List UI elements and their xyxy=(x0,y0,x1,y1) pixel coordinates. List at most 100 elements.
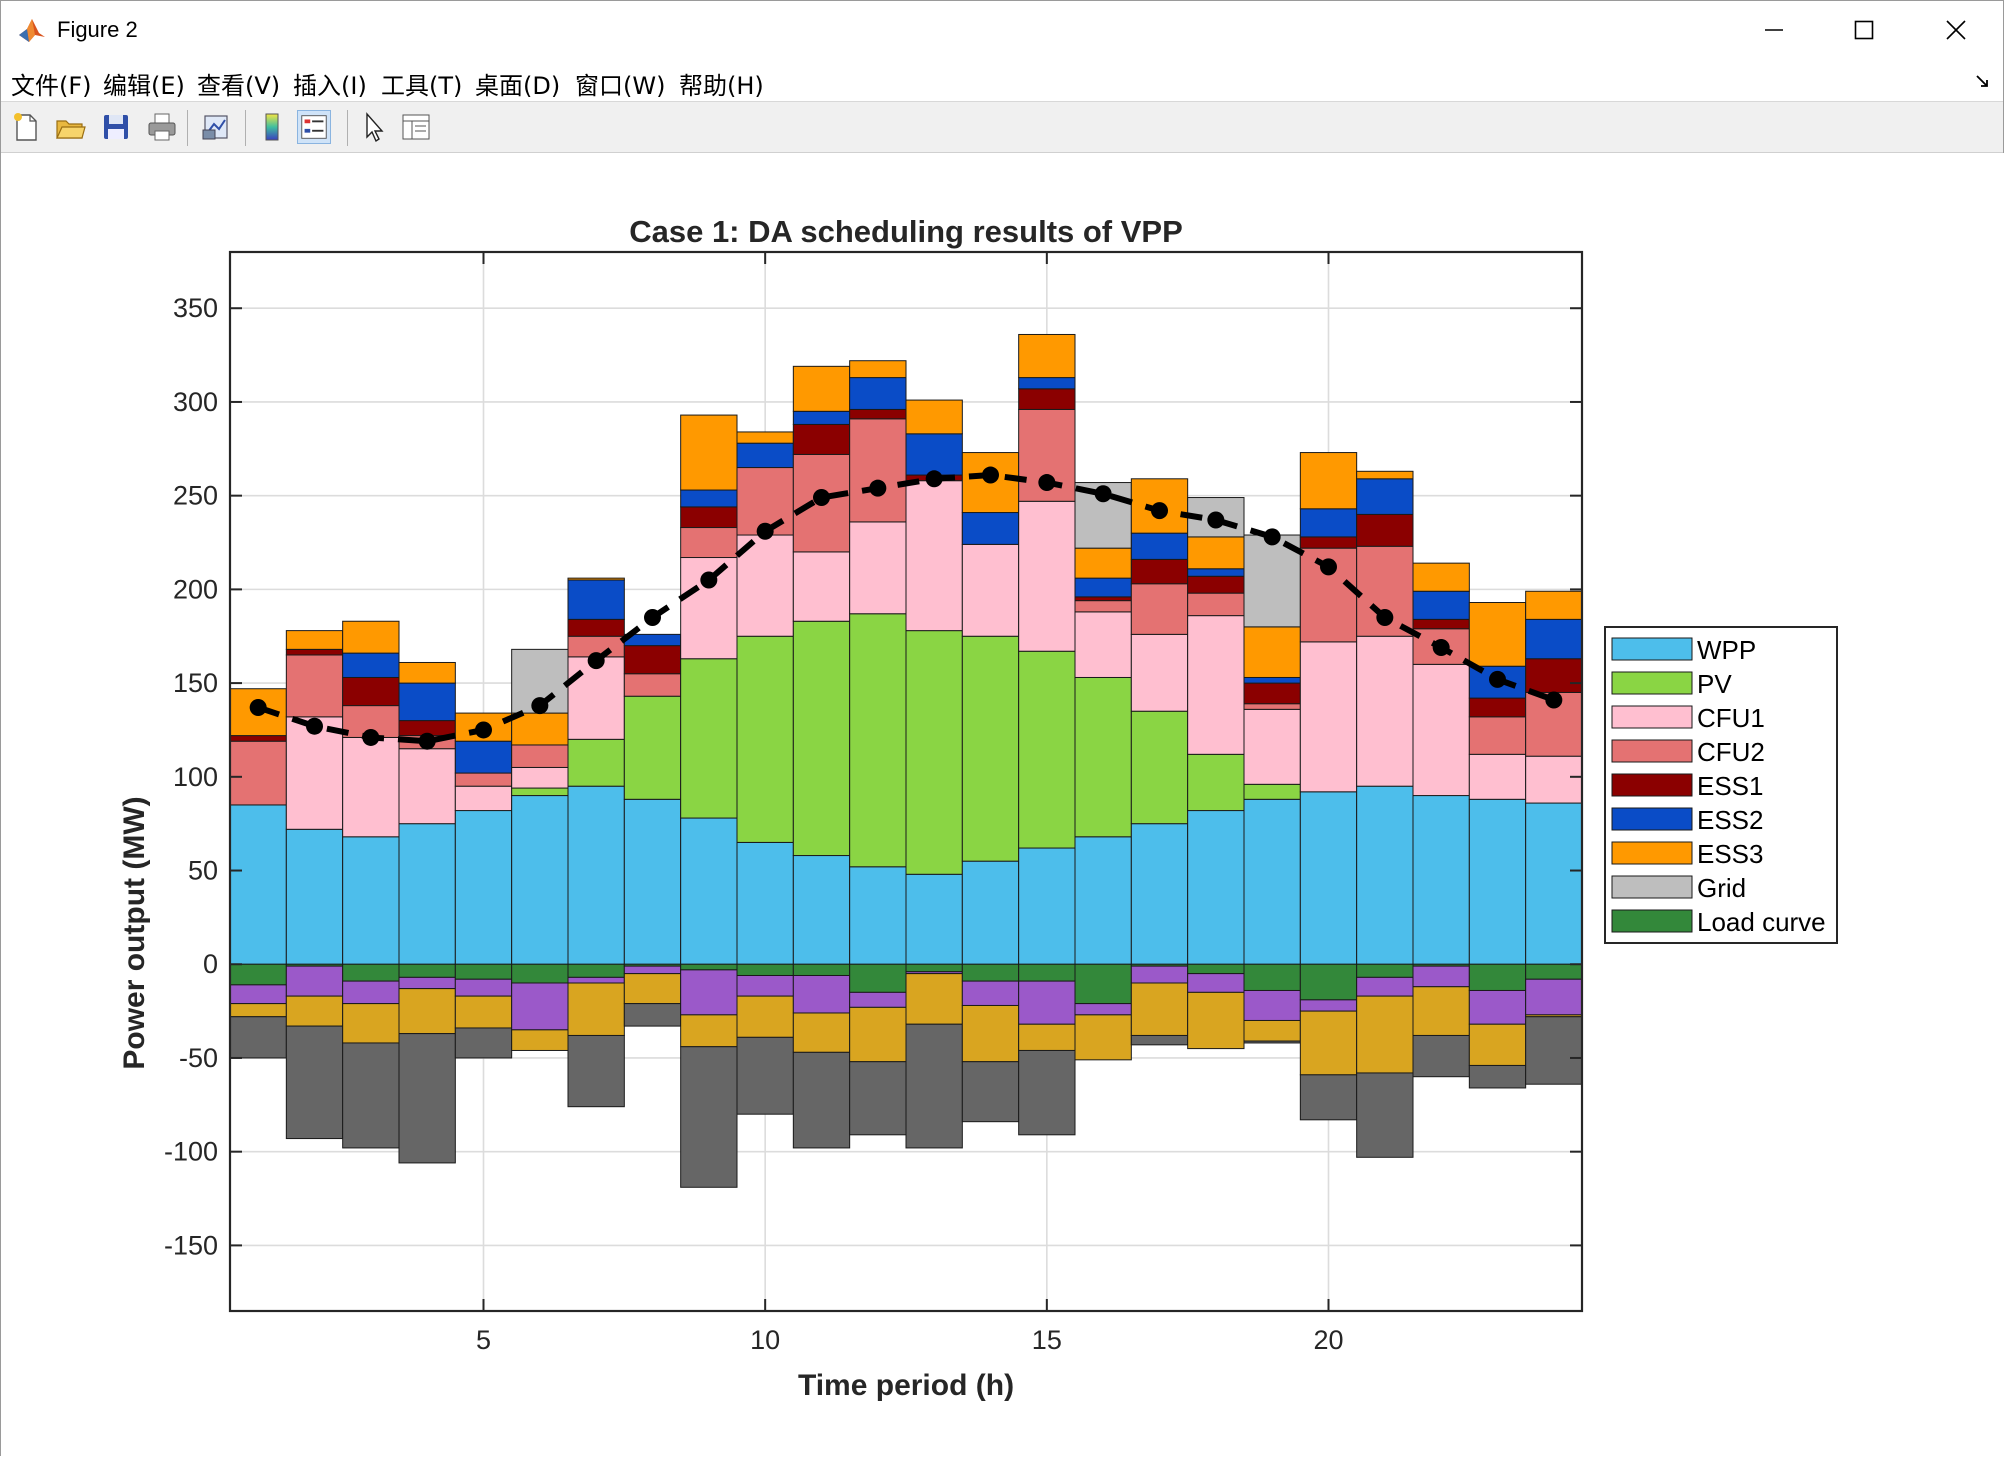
bar-segment xyxy=(1130,823,1189,965)
bar-segment xyxy=(792,963,851,976)
bar-segment xyxy=(849,963,907,993)
load-curve-marker xyxy=(1263,528,1281,546)
bar-segment xyxy=(1525,963,1583,980)
close-button[interactable] xyxy=(1911,1,2001,59)
bar-segment xyxy=(1299,641,1358,793)
bar-segment xyxy=(1130,532,1189,560)
figure-toolbar xyxy=(1,101,2003,153)
bar-segment xyxy=(1018,1023,1076,1051)
bar-segment xyxy=(1243,783,1301,800)
bar-segment xyxy=(1468,716,1527,755)
bar-segment xyxy=(623,695,682,800)
bar-segment xyxy=(623,798,682,965)
bar-segment xyxy=(736,431,794,444)
edit-plot-icon[interactable] xyxy=(357,110,391,144)
bar-segment xyxy=(736,841,794,965)
menu-view[interactable]: 查看(V) xyxy=(197,72,281,100)
bar-segment xyxy=(961,980,1020,1006)
bar-segment xyxy=(680,506,738,529)
legend-label: Load curve xyxy=(1697,907,1826,937)
legend-icon[interactable] xyxy=(297,110,331,144)
toolbar-separator xyxy=(187,110,188,146)
bar-segment xyxy=(792,423,851,455)
bar-segment xyxy=(567,577,625,581)
bar-segment xyxy=(1356,513,1414,547)
legend-label: ESS2 xyxy=(1697,805,1764,835)
dock-arrow-icon[interactable] xyxy=(1975,73,1991,89)
bar-segment xyxy=(1356,995,1414,1074)
legend-label: CFU1 xyxy=(1697,703,1765,733)
new-figure-icon[interactable] xyxy=(9,110,43,144)
bar-segment xyxy=(342,652,400,678)
print-icon[interactable] xyxy=(145,110,179,144)
bar-segment xyxy=(398,823,456,965)
bar-segment xyxy=(1130,965,1189,984)
menu-window[interactable]: 窗口(W) xyxy=(575,72,666,100)
bar-segment xyxy=(849,613,907,868)
bar-segment xyxy=(1187,536,1245,570)
y-tick-label: 200 xyxy=(173,574,218,604)
legend-swatch xyxy=(1611,773,1693,797)
open-file-icon[interactable] xyxy=(53,110,87,144)
y-tick-label: -50 xyxy=(179,1043,218,1073)
bar-segment xyxy=(1468,1023,1527,1066)
bar-segment xyxy=(1130,558,1189,585)
minimize-button[interactable] xyxy=(1729,1,1819,59)
menu-edit[interactable]: 编辑(E) xyxy=(103,72,185,100)
bar-segment xyxy=(961,635,1020,862)
bar-segment xyxy=(792,855,851,965)
x-tick-label: 15 xyxy=(1032,1325,1062,1355)
bar-segment xyxy=(285,965,344,997)
bar-segment xyxy=(567,1034,625,1108)
bar-segment xyxy=(285,995,344,1027)
menu-insert[interactable]: 插入(I) xyxy=(293,72,367,100)
bar-segment xyxy=(567,579,625,620)
menu-bar: 文件(F) 编辑(E) 查看(V) 插入(I) 工具(T) 桌面(D) 窗口(W… xyxy=(1,59,2003,101)
bar-segment xyxy=(623,1003,682,1027)
bar-segment xyxy=(736,963,794,976)
save-icon[interactable] xyxy=(99,110,133,144)
bar-segment xyxy=(229,735,287,742)
maximize-button[interactable] xyxy=(1819,1,1909,59)
bar-segment xyxy=(1468,798,1527,965)
colorbar-icon[interactable] xyxy=(255,110,289,144)
menu-tools[interactable]: 工具(T) xyxy=(381,72,463,100)
link-plot-icon[interactable] xyxy=(199,110,233,144)
legend-swatch xyxy=(1611,909,1693,933)
bar-segment xyxy=(1018,980,1076,1025)
bar-segment xyxy=(454,1027,513,1059)
property-inspector-icon[interactable] xyxy=(399,110,433,144)
load-curve-marker xyxy=(1376,608,1394,626)
bar-segment xyxy=(1356,785,1414,965)
y-tick-label: -100 xyxy=(164,1137,218,1167)
bar-segment xyxy=(1468,697,1527,718)
bar-segment xyxy=(1130,1034,1189,1046)
bar-segment xyxy=(623,645,682,675)
bar-segment xyxy=(1525,755,1583,804)
menu-desktop[interactable]: 桌面(D) xyxy=(475,72,561,100)
menu-help[interactable]: 帮助(H) xyxy=(679,72,764,100)
bar-segment xyxy=(1187,592,1245,617)
bar-segment xyxy=(1243,703,1301,710)
y-tick-label: -150 xyxy=(164,1230,218,1260)
load-curve-marker xyxy=(418,732,436,750)
bar-segment xyxy=(680,1014,738,1048)
menu-file[interactable]: 文件(F) xyxy=(11,72,92,100)
bar-segment xyxy=(1018,963,1076,982)
x-tick-label: 5 xyxy=(476,1325,491,1355)
load-curve-marker xyxy=(1432,638,1450,656)
bar-segment xyxy=(1525,618,1583,660)
window-title: Figure 2 xyxy=(57,17,138,42)
bar-segment xyxy=(285,1025,344,1140)
bar-segment xyxy=(1299,508,1358,538)
legend-swatch xyxy=(1611,807,1693,831)
load-curve-marker xyxy=(1151,502,1168,520)
bar-segment xyxy=(1525,590,1583,620)
bar-segment xyxy=(1187,991,1245,1050)
load-curve-line xyxy=(249,466,1563,750)
matlab-logo-icon xyxy=(19,19,45,42)
title-bar: Figure 2 xyxy=(1,1,2003,59)
bar-segment xyxy=(1243,534,1301,628)
bar-segment xyxy=(1187,615,1245,755)
